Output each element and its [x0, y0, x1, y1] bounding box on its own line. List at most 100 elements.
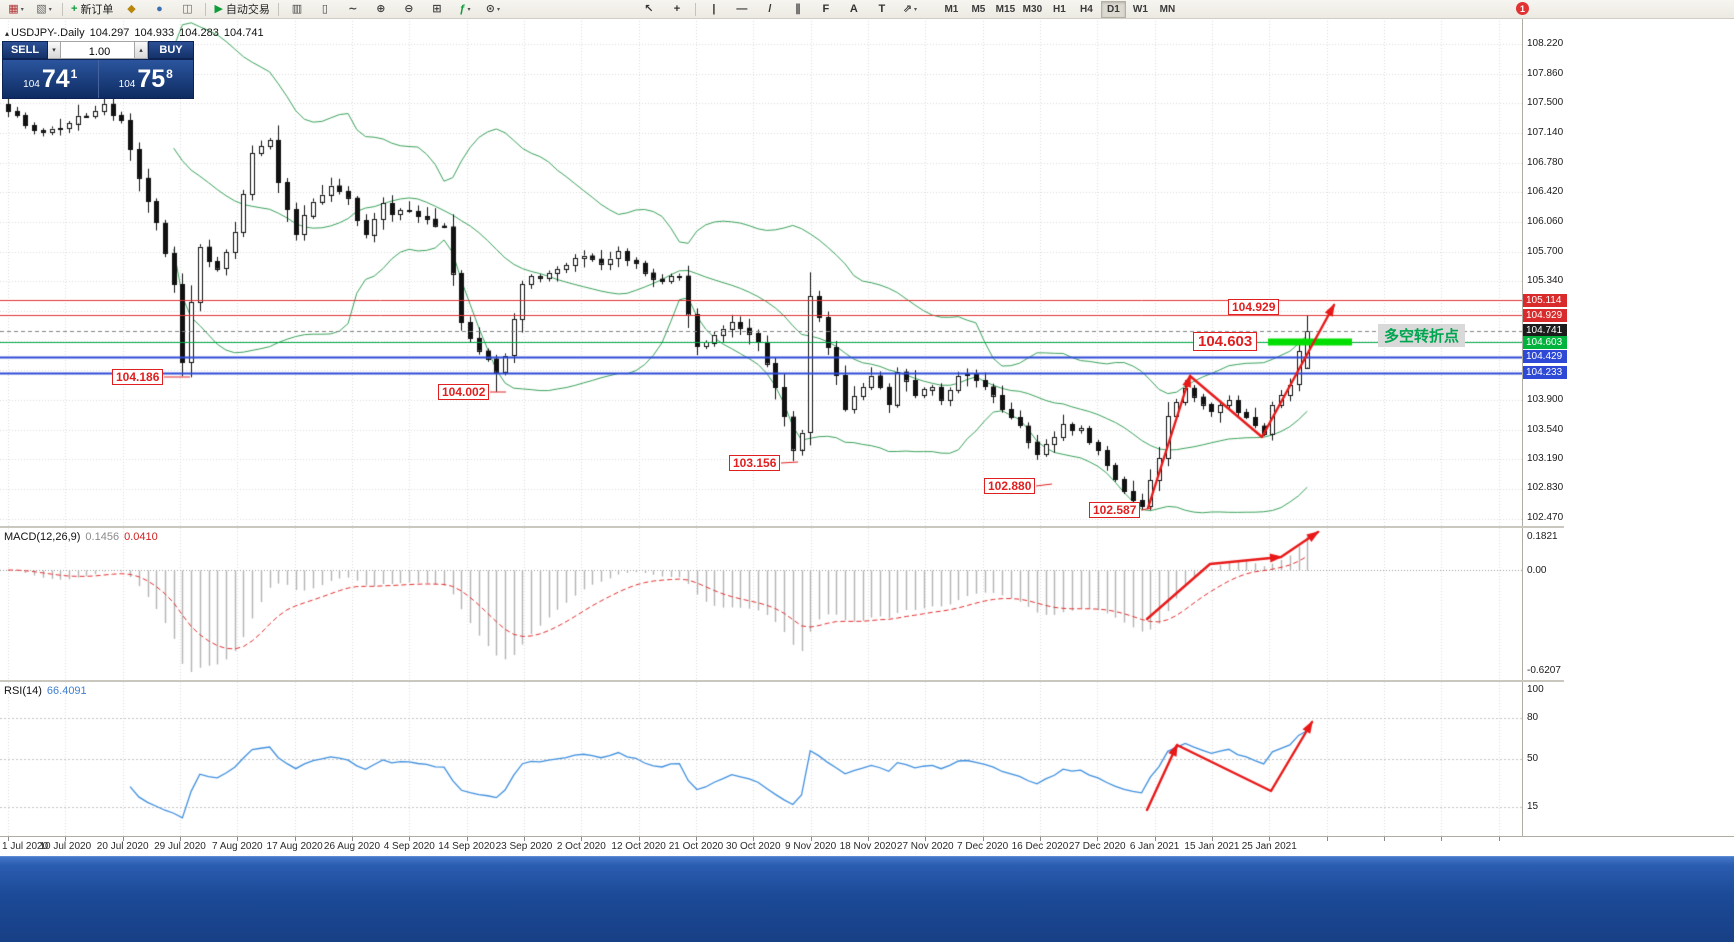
tile-windows-icon[interactable]: ⊞ — [424, 0, 450, 18]
time-axis-tick — [1384, 837, 1385, 841]
price-annotation-104-002[interactable]: 104.002 — [438, 384, 490, 400]
macd-indicator-label: MACD(12,26,9) 0.1456 0.0410 — [4, 531, 158, 543]
time-axis-label: 25 Jan 2021 — [1241, 841, 1297, 852]
macd-canvas[interactable] — [0, 528, 1522, 680]
price-axis[interactable]: 108.220 107.860 107.500 107.140 106.780 106.4… — [1523, 18, 1568, 526]
volume-down-button[interactable]: ▾ — [48, 41, 61, 59]
macd-axis[interactable]: 0.1821 0.00 -0.6207 — [1523, 528, 1568, 680]
buy-price-big: 75 — [137, 64, 166, 93]
time-axis-tick — [409, 837, 410, 841]
text-icon[interactable]: A — [841, 0, 867, 18]
ohlc-open: 104.297 — [89, 27, 130, 39]
time-axis-label: 29 Jul 2020 — [154, 841, 206, 852]
trendline-icon: / — [768, 3, 772, 15]
timeframe-m5-button[interactable]: M5 — [971, 3, 986, 15]
sell-price-button[interactable]: 104 74 1 — [3, 60, 98, 98]
zoom-out-icon[interactable]: ⊖ — [396, 0, 422, 18]
panel-divider[interactable] — [0, 526, 1564, 528]
crosshair-icon[interactable]: + — [664, 0, 690, 18]
market-watch-icon[interactable]: ● — [146, 0, 172, 18]
price-annotation-103-156[interactable]: 103.156 — [729, 455, 781, 471]
panel-divider[interactable] — [0, 680, 1564, 682]
time-axis-tick — [1040, 837, 1041, 841]
rsi-canvas[interactable] — [0, 682, 1522, 836]
zoom-out-icon: ⊖ — [404, 3, 414, 15]
price-axis-label: 105.700 — [1527, 245, 1564, 257]
buy-price-button[interactable]: 104 75 8 — [97, 60, 194, 98]
ohlc-bars-icon[interactable]: ▥ — [284, 0, 310, 18]
fibonacci-icon[interactable]: F — [813, 0, 839, 18]
bid-ask-panel: 104 74 1 104 75 8 — [2, 59, 194, 99]
profiles-icon: ▧ — [36, 3, 47, 15]
time-axis-tick — [123, 837, 124, 841]
new-chart-icon[interactable]: ▦ ▾ — [3, 0, 29, 18]
profiles-icon[interactable]: ▧ ▾ — [31, 0, 57, 18]
rsi-axis[interactable]: 100 80 50 15 — [1523, 682, 1568, 836]
volume-input[interactable] — [61, 43, 138, 61]
navigator-icon: ◆ — [127, 3, 136, 15]
price-axis-highlight-104-929: 104.929 — [1523, 308, 1567, 322]
time-axis-label: 17 Aug 2020 — [266, 841, 323, 852]
chevron-down-icon: ▾ — [914, 6, 918, 13]
time-axis-tick — [868, 837, 869, 841]
price-axis-highlight-104-429: 104.429 — [1523, 350, 1567, 363]
time-axis[interactable]: 1 Jul 2020 10 Jul 2020 20 Jul 2020 29 Jul 2… — [0, 836, 1734, 857]
price-annotation-104-929[interactable]: 104.929 — [1228, 299, 1280, 315]
sell-button[interactable]: SELL — [2, 41, 48, 59]
trendline-icon[interactable]: / — [757, 0, 783, 18]
price-axis-highlight-105-114: 105.114 — [1523, 293, 1567, 307]
arrows-shapes-icon[interactable]: ⇗ ▾ — [897, 0, 923, 18]
price-annotation-102-587[interactable]: 102.587 — [1089, 502, 1141, 518]
chevron-down-icon: ▾ — [52, 47, 56, 54]
timeframe-m1-button[interactable]: M1 — [944, 3, 959, 15]
notification-badge[interactable]: 1 — [1516, 2, 1529, 15]
windows-taskbar[interactable] — [0, 856, 1734, 942]
timeframe-m30-button[interactable]: M30 — [1022, 3, 1043, 15]
auto-trading-button[interactable]: ▶ 自动交易 — [211, 0, 272, 18]
zoom-in-icon[interactable]: ⊕ — [368, 0, 394, 18]
data-window-icon[interactable]: ◫ — [174, 0, 200, 18]
time-axis-label: 27 Dec 2020 — [1068, 841, 1126, 852]
timeframe-d1-button[interactable]: D1 — [1100, 0, 1126, 18]
price-annotation-104-186[interactable]: 104.186 — [112, 369, 164, 385]
new-order-button-label: 新订单 — [80, 4, 114, 16]
timeframe-m15-button[interactable]: M15 — [995, 3, 1016, 15]
ohlc-close: 104.741 — [223, 27, 264, 39]
timeframe-h4-button[interactable]: H4 — [1080, 3, 1093, 15]
time-axis-label: 23 Sep 2020 — [495, 841, 553, 852]
timeframe-w1-button[interactable]: W1 — [1132, 3, 1148, 15]
price-axis-label: 107.140 — [1527, 127, 1564, 139]
main-toolbar: ▦ ▾ ▧ ▾ + 新订单 ◆ ● ◫ ▶ 自动交易 ▥ ▯ ∼ ⊕ ⊖ ⊞ ƒ ▾ ⊙ ▾ ↖ + | — / ∥ F A T ⇗ ▾ M1 M… — [0, 0, 1734, 19]
price-axis-label: 103.190 — [1527, 452, 1564, 464]
chevron-down-icon: ▾ — [48, 6, 52, 13]
volume-box — [61, 41, 138, 61]
equidistant-channel-icon[interactable]: ∥ — [785, 0, 811, 18]
time-axis-label: 20 Jul 2020 — [96, 841, 149, 852]
periods-icon[interactable]: ⊙ ▾ — [480, 0, 506, 18]
price-annotation-104-603[interactable]: 104.603 — [1193, 332, 1258, 351]
price-axis-highlight-104-603: 104.603 — [1523, 335, 1567, 349]
collapse-panel-icon[interactable]: ▴ — [5, 29, 10, 38]
macd-panel: MACD(12,26,9) 0.1456 0.0410 0.1821 0.00 -0.6… — [0, 528, 1734, 680]
cursor-icon[interactable]: ↖ — [636, 0, 662, 18]
turning-point-label[interactable]: 多空转折点 — [1378, 324, 1466, 347]
price-chart-canvas[interactable] — [0, 18, 1522, 526]
price-annotation-102-880[interactable]: 102.880 — [984, 478, 1036, 494]
indicators-icon[interactable]: ƒ ▾ — [452, 0, 478, 18]
horizontal-line-icon[interactable]: — — [729, 0, 755, 18]
time-axis-tick — [1269, 837, 1270, 841]
new-order-button[interactable]: + 新订单 — [68, 0, 116, 18]
time-axis-tick — [753, 837, 754, 841]
volume-up-button[interactable]: ▴ — [135, 41, 148, 59]
timeframe-h1-button[interactable]: H1 — [1053, 3, 1066, 15]
timeframe-mn-button[interactable]: MN — [1159, 3, 1176, 15]
vertical-line-icon[interactable]: | — [701, 0, 727, 18]
time-axis-label: 1 Jul 2020 — [2, 841, 49, 852]
toolbar-separator — [694, 2, 696, 16]
buy-button[interactable]: BUY — [148, 41, 194, 59]
price-axis-label: 102.470 — [1527, 512, 1564, 523]
navigator-icon[interactable]: ◆ — [118, 0, 144, 18]
line-chart-mode-icon[interactable]: ∼ — [340, 0, 366, 18]
candlestick-mode-icon[interactable]: ▯ — [312, 0, 338, 18]
text-label-icon[interactable]: T — [869, 0, 895, 18]
